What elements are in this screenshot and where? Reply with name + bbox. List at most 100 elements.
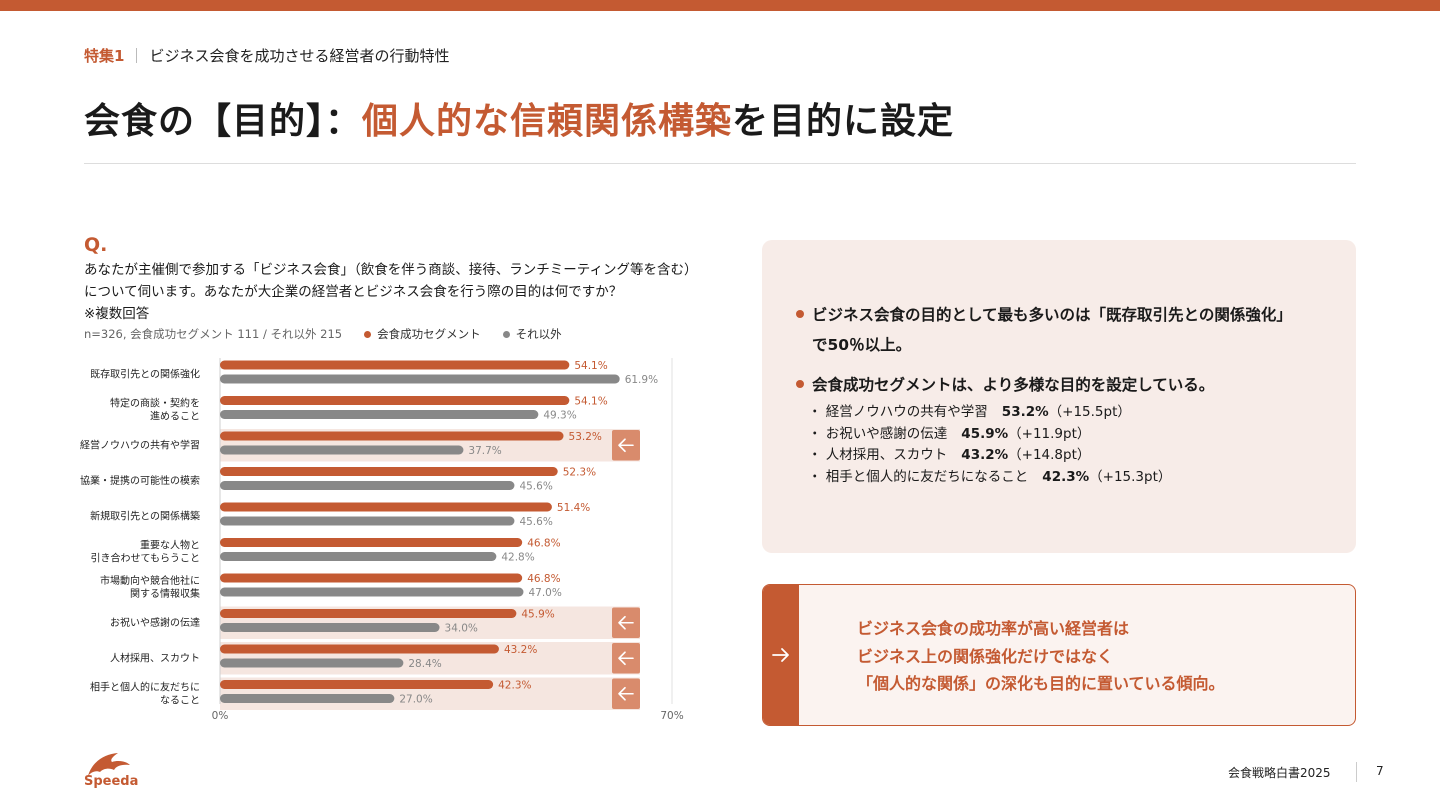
arrow-left-icon <box>618 651 634 666</box>
sub-item-label: ・ 人材採用、スカウト <box>808 447 948 463</box>
category-label-line: 重要な人物と <box>140 538 200 551</box>
sub-item: ・ お祝いや感謝の伝達 45.9%（+11.9pt） <box>808 424 1171 446</box>
category-label-line: 関する情報収集 <box>130 587 200 600</box>
value-label-success: 51.4% <box>557 502 590 514</box>
bar-other <box>220 410 539 419</box>
sub-item-label: ・ 経営ノウハウの共有や学習 <box>808 404 988 420</box>
sub-item-diff: （+15.5pt） <box>1048 404 1131 420</box>
category-label-line: 引き合わせてもらうこと <box>91 551 201 564</box>
value-label-success: 43.2% <box>504 644 537 656</box>
title-prefix: 会食の【目的】： <box>84 101 363 142</box>
page-title: 会食の【目的】：個人的な信頼関係構築を目的に設定 <box>84 92 954 144</box>
bar-other <box>220 481 515 490</box>
bar-other <box>220 374 620 384</box>
category-label: 重要な人物と引き合わせてもらうこと <box>91 538 201 564</box>
conclusion-text: ビジネス会食の成功率が高い経営者は ビジネス上の関係強化だけではなく 「個人的な… <box>857 615 1225 698</box>
category-label-line: 新規取引先との関係構築 <box>90 509 200 522</box>
brand-name: Speeda <box>84 774 139 789</box>
purpose-bar-chart: 既存取引先との関係強化 54.1% 61.9% 特定の商談・契約を進めること 54.1%… <box>80 358 684 722</box>
value-label-success: 54.1% <box>574 360 607 372</box>
category-label-line: なること <box>160 694 200 706</box>
bullet-1-line-1: ビジネス会食の目的として最も多いのは「既存取引先との関係強化」 <box>812 306 1292 324</box>
legend-label-other: それ以外 <box>515 327 562 341</box>
chart-legend: n=326, 会食成功セグメント 111 / それ以外 215 会食成功セグメン… <box>84 326 562 342</box>
conclusion-line-3: 「個人的な関係」の深化も目的に置いている傾向。 <box>857 674 1225 693</box>
bar-success <box>220 360 570 370</box>
value-label-other: 27.0% <box>399 694 432 706</box>
title-rule <box>84 163 1356 164</box>
arrow-right-icon <box>772 648 789 662</box>
bar-success <box>220 609 517 618</box>
legend-dot-other <box>502 330 510 338</box>
category-label-line: 市場動向や競合他社に <box>100 574 200 587</box>
question-text: あなたが主催側で参加する「ビジネス会食」（飲食を伴う商談、接待、ランチミーティン… <box>84 259 724 325</box>
question-line-2: について伺います。あなたが大企業の経営者とビジネス会食を行う際の目的は何ですか？ <box>84 284 623 300</box>
bar-success <box>220 467 558 476</box>
summary-sub-list: ・ 経営ノウハウの共有や学習 53.2%（+15.5pt） ・ お祝いや感謝の伝達… <box>808 402 1171 488</box>
question-line-1: あなたが主催側で参加する「ビジネス会食」（飲食を伴う商談、接待、ランチミーティン… <box>84 262 698 278</box>
section-label: 特集1 ビジネス会食を成功させる経営者の行動特性 <box>84 45 449 66</box>
bar-success <box>220 573 523 583</box>
sub-item-value: 43.2% <box>961 447 1009 463</box>
sub-item: ・ 経営ノウハウの共有や学習 53.2%（+15.5pt） <box>808 402 1171 424</box>
value-label-success: 53.2% <box>569 431 602 443</box>
category-label-line: 経営ノウハウの共有や学習 <box>80 438 200 451</box>
sub-item-diff: （+11.9pt） <box>1008 425 1091 442</box>
category-label-line: 協業・提携の可能性の模索 <box>80 474 200 487</box>
value-label-other: 28.4% <box>408 658 441 670</box>
sub-item-label: ・ お祝いや感謝の伝達 <box>808 425 948 442</box>
category-label: 特定の商談・契約を進めること <box>110 396 200 422</box>
category-label: 市場動向や競合他社に関する情報収集 <box>100 574 200 600</box>
legend-dot-success <box>364 330 372 338</box>
conclusion-box: ビジネス会食の成功率が高い経営者は ビジネス上の関係強化だけではなく 「個人的な… <box>762 584 1356 726</box>
category-label-line: 相手と個人的に友だちに <box>90 680 200 693</box>
category-label: お祝いや感謝の伝達 <box>110 616 200 629</box>
sub-item-value: 53.2% <box>1001 404 1049 420</box>
legend-item-success: 会食成功セグメント <box>364 326 481 342</box>
category-label-line: 特定の商談・契約を <box>110 396 200 409</box>
value-label-other: 34.0% <box>445 623 478 635</box>
x-tick-max: 70% <box>660 710 683 722</box>
value-label-other: 61.9% <box>625 374 658 386</box>
arrow-left-icon <box>618 615 634 630</box>
value-label-other: 47.0% <box>528 587 561 599</box>
title-suffix: を目的に設定 <box>732 101 955 142</box>
section-divider <box>136 48 138 63</box>
title-accent: 個人的な信頼関係構築 <box>362 101 733 142</box>
bar-other <box>220 623 440 632</box>
bar-other <box>220 658 404 668</box>
category-label: 相手と個人的に友だちになること <box>90 680 200 706</box>
value-label-other: 49.3% <box>543 410 576 422</box>
bar-success <box>220 502 552 512</box>
bar-success <box>220 396 570 405</box>
arrow-left-icon <box>618 438 634 453</box>
bar-other <box>220 694 395 703</box>
value-label-other: 42.8% <box>501 552 534 564</box>
value-label-success: 42.3% <box>498 680 531 692</box>
sub-item: ・ 人材採用、スカウト 43.2%（+14.8pt） <box>808 445 1171 467</box>
question-line-3: ※複数回答 <box>84 306 150 322</box>
sub-item-diff: （+14.8pt） <box>1008 447 1091 463</box>
summary-box: ビジネス会食の目的として最も多いのは「既存取引先との関係強化」 で50％以上。 … <box>762 240 1356 553</box>
value-label-success: 54.1% <box>574 396 607 408</box>
bar-other <box>220 516 515 526</box>
category-label-line: 既存取引先との関係強化 <box>90 367 200 380</box>
summary-bullet-1: ビジネス会食の目的として最も多いのは「既存取引先との関係強化」 で50％以上。 <box>796 300 1292 360</box>
category-label: 既存取引先との関係強化 <box>90 367 200 380</box>
conclusion-line-1: ビジネス会食の成功率が高い経営者は <box>857 619 1130 638</box>
footer-divider <box>1356 762 1357 782</box>
category-label-line: お祝いや感謝の伝達 <box>110 616 200 629</box>
category-label-line: 人材採用、スカウト <box>110 651 200 664</box>
category-label: 新規取引先との関係構築 <box>90 509 200 522</box>
bar-success <box>220 644 499 654</box>
category-label: 人材採用、スカウト <box>110 651 200 664</box>
bar-success <box>220 431 564 441</box>
bar-other <box>220 587 524 597</box>
legend-item-other: それ以外 <box>502 326 562 342</box>
bar-other <box>220 445 464 455</box>
legend-label-success: 会食成功セグメント <box>377 327 481 341</box>
category-label: 経営ノウハウの共有や学習 <box>80 438 200 451</box>
sub-item: ・ 相手と個人的に友だちになること 42.3%（+15.3pt） <box>808 467 1171 489</box>
category-label: 協業・提携の可能性の模索 <box>80 474 200 487</box>
x-tick-min: 0% <box>212 710 229 722</box>
